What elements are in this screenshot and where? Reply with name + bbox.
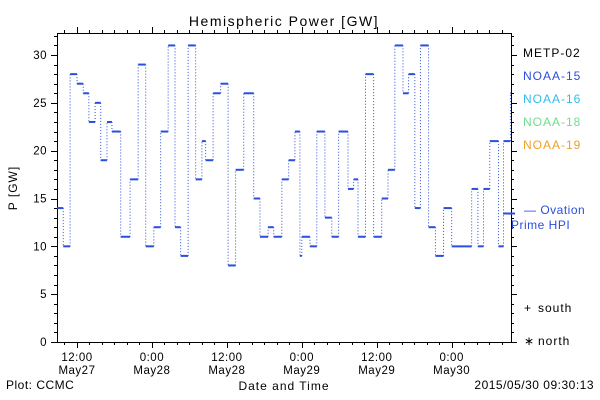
x-axis-title: Date and Time	[238, 379, 330, 393]
y-tick-label: 10	[33, 241, 47, 253]
south-marker-label: south	[538, 301, 573, 315]
x-tick-time: 0:00	[439, 352, 463, 364]
x-tick-time: 12:00	[211, 352, 242, 364]
plot-credit: Plot: CCMC	[6, 378, 75, 392]
legend-item-noaa-16: NOAA-16	[523, 92, 582, 106]
legend-item-noaa-15: NOAA-15	[523, 69, 582, 83]
north-marker-symbol: ∗	[524, 334, 536, 348]
y-tick-label: 5	[40, 289, 47, 301]
south-marker-symbol: +	[524, 301, 533, 315]
x-tick-time: 0:00	[290, 352, 314, 364]
legend-item-noaa-19: NOAA-19	[523, 138, 582, 152]
ovation-legend-line2: Prime HPI	[511, 218, 571, 232]
legend-item-noaa-18: NOAA-18	[523, 115, 582, 129]
x-tick-date: May30	[433, 365, 470, 377]
chart-title: Hemispheric Power [GW]	[188, 13, 380, 29]
x-tick-time: 0:00	[140, 352, 164, 364]
x-tick-date: May29	[358, 365, 395, 377]
y-tick-label: 15	[33, 194, 47, 206]
x-tick-time: 12:00	[361, 352, 392, 364]
legend-item-metp-02: METP-02	[523, 46, 581, 60]
ovation-legend-line1: — Ovation	[524, 203, 586, 217]
y-tick-label: 30	[33, 50, 47, 62]
plot-border	[57, 33, 512, 343]
y-axis-title: P [GW]	[6, 165, 20, 211]
plot-timestamp: 2015/05/30 09:30:13	[474, 378, 594, 392]
x-tick-date: May27	[58, 365, 95, 377]
marker-south: + south	[524, 301, 572, 315]
x-tick-date: May28	[133, 365, 170, 377]
x-tick-date: May28	[208, 365, 245, 377]
marker-north: ∗ north	[524, 334, 570, 348]
y-tick-label: 20	[33, 146, 47, 158]
x-tick-time: 12:00	[61, 352, 92, 364]
north-marker-label: north	[538, 334, 571, 348]
y-tick-label: 25	[33, 98, 47, 110]
ovation-legend: — Ovation Prime HPI	[511, 203, 600, 233]
y-tick-label: 0	[40, 337, 47, 349]
step-line-series	[57, 44, 511, 267]
x-tick-date: May29	[283, 365, 320, 377]
